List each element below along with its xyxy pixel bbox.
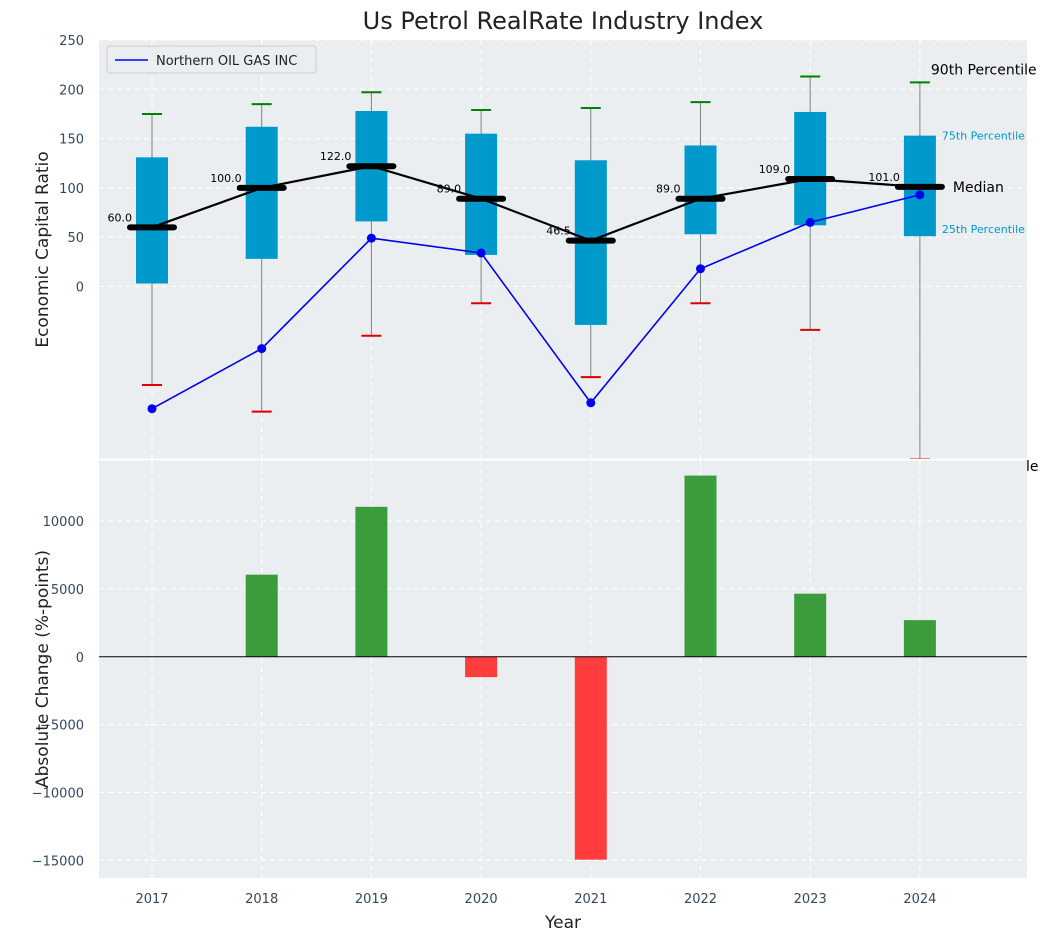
change-bar <box>794 593 827 657</box>
top-y-tick-label: 0 <box>76 280 84 295</box>
company-series-point <box>147 404 157 414</box>
bottom-y-tick-label: 0 <box>76 651 84 666</box>
x-tick-label: 2022 <box>684 892 717 907</box>
top-plot-area: 60.0 100.0 122.0 89.0 46.5 89.0 109.0 101.0 <box>108 75 945 459</box>
top-y-tick-label: 50 <box>67 231 84 246</box>
chart-title: Us Petrol RealRate Industry Index <box>363 7 764 35</box>
bottom-y-tick-label: −15000 <box>32 854 84 869</box>
bottom-y-tick-label: 5000 <box>51 583 84 598</box>
company-series-point <box>586 398 596 408</box>
annotation-75th-percentile: 75th Percentile <box>942 130 1025 143</box>
x-tick-label: 2018 <box>245 892 278 907</box>
median-value-label: 60.0 <box>108 211 133 224</box>
bottom-y-tick-label: −10000 <box>32 787 84 802</box>
x-tick-label: 2017 <box>135 892 168 907</box>
median-value-label: 46.5 <box>546 225 571 238</box>
x-tick-label: 2020 <box>465 892 498 907</box>
company-series-point <box>366 233 376 243</box>
bottom-plot-area <box>245 475 936 860</box>
top-y-tick-label: 150 <box>59 133 84 148</box>
change-bar <box>245 574 278 657</box>
median-value-label: 100.0 <box>210 172 242 185</box>
x-tick-label: 2024 <box>903 892 936 907</box>
annotation-10th-percentile-clipped: le <box>1026 459 1039 475</box>
iqr-box <box>684 145 717 235</box>
change-bar <box>903 620 936 657</box>
top-y-axis-label: Economic Capital Ratio <box>33 151 53 347</box>
annotation-25th-percentile: 25th Percentile <box>942 223 1025 236</box>
legend-box <box>106 45 317 74</box>
median-value-label: 89.0 <box>437 183 462 196</box>
company-series-point <box>915 190 925 200</box>
annotation-90th-percentile: 90th Percentile <box>931 62 1037 78</box>
median-value-label: 109.0 <box>759 163 791 176</box>
bottom-y-tick-label: −5000 <box>40 719 84 734</box>
top-y-tick-label: 100 <box>59 182 84 197</box>
top-y-tick-label: 200 <box>59 83 84 98</box>
company-series-point <box>696 264 705 274</box>
median-trend-line <box>151 165 920 242</box>
bottom-y-tick-label: 10000 <box>43 515 84 530</box>
top-panel-background <box>99 40 1027 459</box>
iqr-box <box>465 133 498 255</box>
company-series-point <box>257 344 267 354</box>
bottom-panel-background <box>99 460 1027 878</box>
change-bar <box>684 475 717 657</box>
iqr-box <box>794 111 827 226</box>
median-value-label: 122.0 <box>320 150 352 163</box>
legend-label: Northern OIL GAS INC <box>156 54 297 69</box>
change-bar <box>465 656 498 678</box>
company-series-point <box>476 248 486 258</box>
x-tick-label: 2021 <box>574 892 607 907</box>
x-tick-label: 2019 <box>355 892 388 907</box>
top-y-tick-label: 250 <box>59 34 84 49</box>
x-tick-label: 2023 <box>794 892 827 907</box>
bottom-y-axis-label: Absolute Change (%-points) <box>33 550 53 788</box>
median-value-label: 89.0 <box>656 183 681 196</box>
x-axis-label: Year <box>544 913 581 933</box>
company-series-line <box>151 194 921 410</box>
change-bar <box>355 506 388 657</box>
iqr-box <box>136 157 168 284</box>
company-series-point <box>805 217 815 227</box>
change-bar <box>574 656 607 860</box>
median-value-label: 101.0 <box>868 171 900 184</box>
legend: Northern OIL GAS INC <box>106 45 317 74</box>
annotation-median: Median <box>953 180 1004 196</box>
